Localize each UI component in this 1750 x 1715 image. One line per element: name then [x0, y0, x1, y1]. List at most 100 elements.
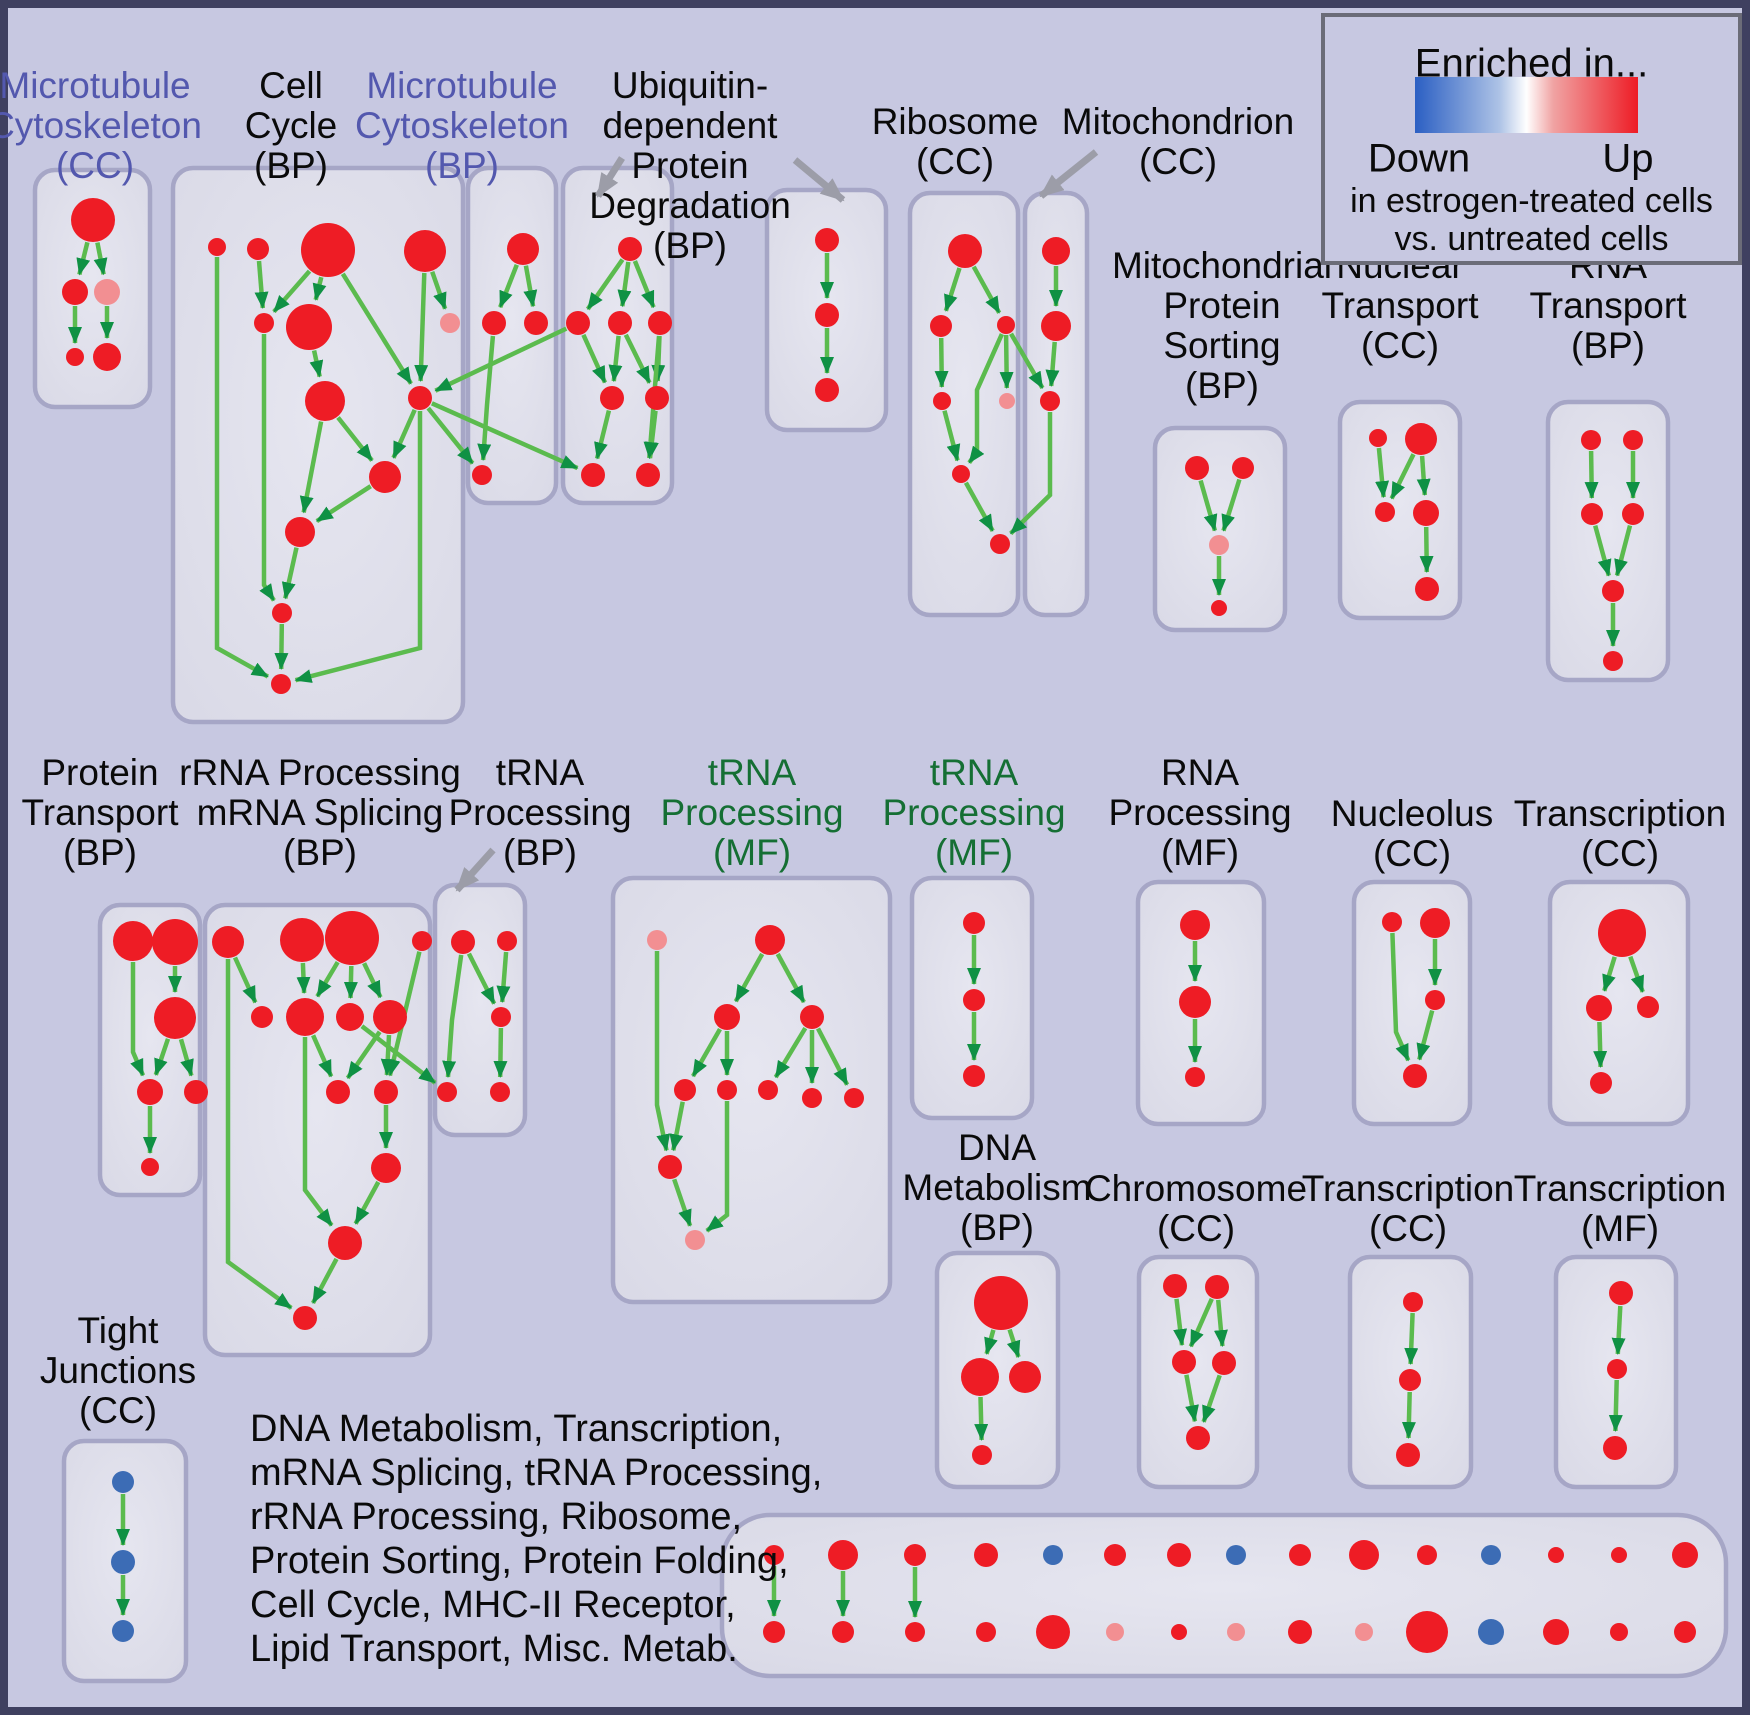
labels-layer: MicrotubuleCytoskeleton(CC)CellCycle(BP)… [0, 13, 1742, 1670]
cluster-label: Protein [631, 145, 748, 186]
edge-arrow [963, 481, 995, 532]
go-term-node [1622, 503, 1644, 525]
go-term-node [113, 921, 153, 961]
edge-arrow [130, 962, 146, 1077]
go-term-node [963, 1065, 985, 1087]
go-term-node [1481, 1545, 1501, 1565]
go-term-node [974, 1276, 1028, 1330]
edge-arrow [974, 1396, 989, 1441]
cluster-label: (MF) [935, 832, 1013, 873]
edge-arrow [336, 416, 374, 462]
edge-arrow [391, 408, 417, 459]
edge-arrow [691, 1027, 722, 1078]
go-term-node [251, 1006, 273, 1028]
edge-arrow [594, 410, 612, 460]
go-term-node [1226, 1545, 1246, 1565]
go-term-node [658, 1155, 682, 1179]
edge-arrow [1593, 525, 1612, 577]
cluster-label: tRNA [930, 752, 1019, 793]
go-term-node [972, 1445, 992, 1465]
edge-arrow [1188, 1297, 1214, 1348]
cluster-label: Transcription [1514, 793, 1726, 834]
go-term-node [524, 311, 548, 335]
cluster-label: (CC) [1373, 833, 1451, 874]
cluster-label: Ribosome [872, 101, 1039, 142]
label-pointer-arrow [595, 156, 625, 198]
cluster-label: (BP) [503, 832, 577, 873]
edge-arrow [967, 333, 1004, 465]
go-term-node [815, 303, 839, 327]
cluster-label: Transcription [1302, 1168, 1514, 1209]
label-pointer-arrow [1038, 149, 1099, 199]
edge-arrow [496, 951, 511, 1003]
misc-terms-text-line: DNA Metabolism, Transcription, [250, 1408, 782, 1450]
edge-arrow [414, 272, 429, 382]
go-term-node [648, 311, 672, 335]
edge-arrow [380, 1034, 395, 1076]
edge-arrow [299, 421, 324, 514]
edge-arrow [430, 401, 579, 471]
edge-arrow [971, 265, 1002, 314]
edge-arrow [1198, 479, 1218, 532]
go-term-node [440, 313, 460, 333]
cluster-box-chromosome-cc [1136, 1254, 1260, 1490]
edge-arrow [705, 1101, 730, 1233]
edge-arrow [477, 335, 496, 461]
go-term-node [1104, 1544, 1126, 1566]
cluster-label: (BP) [960, 1207, 1034, 1248]
go-term-node [1042, 237, 1070, 265]
cluster-label: Transcription [1514, 1168, 1726, 1209]
go-term-node [1598, 909, 1646, 957]
edge-arrow [493, 1027, 508, 1078]
go-term-node [1349, 1540, 1379, 1570]
go-term-node [1415, 577, 1439, 601]
go-term-node [1171, 1624, 1187, 1640]
go-term-node [1382, 912, 1402, 932]
go-term-node [717, 1080, 737, 1100]
edge-arrow [281, 547, 299, 600]
cluster-label: RNA [1161, 752, 1239, 793]
cluster-label: (CC) [1581, 833, 1659, 874]
go-term-node [254, 313, 274, 333]
go-term-node [832, 1621, 854, 1643]
cluster-label: (CC) [1361, 325, 1439, 366]
go-term-node [600, 386, 624, 410]
go-term-node [1602, 580, 1624, 602]
go-term-node [1403, 1292, 1423, 1312]
cluster-box-nuclear-transport-cc [1337, 399, 1463, 621]
go-term-node [472, 465, 492, 485]
edge-arrow [632, 260, 656, 309]
edge-arrow [1221, 478, 1242, 532]
edge-arrow [360, 1024, 437, 1085]
edge-arrow [816, 1027, 850, 1086]
edge-arrow [608, 335, 623, 383]
go-term-node [482, 311, 506, 335]
edge-arrow [733, 952, 765, 1003]
edge-arrow [434, 326, 568, 393]
go-term-node [714, 1004, 740, 1030]
go-term-node [507, 233, 539, 265]
edge-arrow [1173, 1298, 1188, 1347]
edge-arrow [312, 276, 327, 301]
go-term-node [112, 1471, 134, 1493]
go-term-node [1369, 429, 1387, 447]
cluster-label: (BP) [653, 225, 727, 266]
cluster-label: (CC) [1157, 1208, 1235, 1249]
go-term-node [948, 234, 982, 268]
go-term-node [581, 463, 605, 487]
nodes-layer [62, 198, 1698, 1653]
edge-arrow [232, 956, 258, 1004]
go-term-node [1106, 1623, 1124, 1641]
cluster-box-transcription-cc-mid [1547, 879, 1691, 1127]
cluster-label: (BP) [1185, 365, 1259, 406]
go-term-node [66, 348, 84, 366]
cluster-label: (MF) [1161, 832, 1239, 873]
go-term-node [1403, 1064, 1427, 1088]
cluster-label: Cytoskeleton [355, 105, 569, 146]
cluster-label: (CC) [79, 1390, 157, 1431]
cluster-box-rrna-processing-mrna-splicing-bp [202, 902, 433, 1358]
go-term-node [1478, 1619, 1504, 1645]
go-term-node [1610, 1623, 1628, 1641]
go-term-node [800, 1005, 824, 1029]
